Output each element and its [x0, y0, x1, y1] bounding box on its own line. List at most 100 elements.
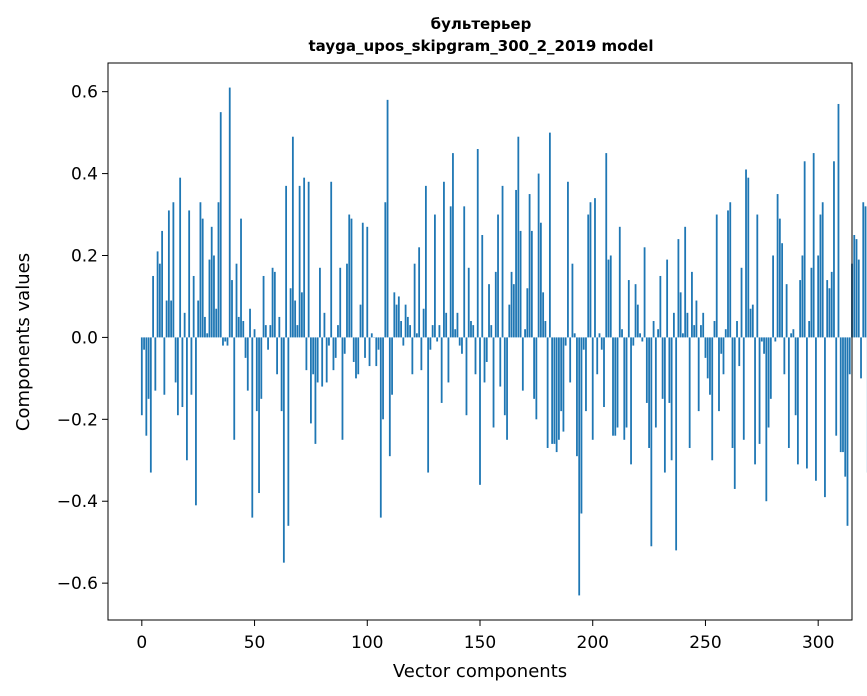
bar-132 — [438, 325, 441, 338]
bar-0 — [140, 337, 143, 416]
bar-185 — [558, 337, 560, 440]
bar-194 — [578, 337, 581, 596]
bar-116 — [402, 337, 405, 346]
bar-42 — [235, 263, 238, 338]
bar-13 — [170, 300, 173, 338]
bar-8 — [158, 263, 161, 338]
bar-55 — [264, 325, 267, 338]
bar-33 — [215, 308, 218, 338]
bar-221 — [639, 333, 641, 338]
bar-36 — [222, 337, 224, 346]
bar-192 — [573, 333, 576, 338]
bar-3 — [147, 337, 150, 399]
y-tick-label: −0.2 — [57, 410, 98, 430]
bar-300 — [817, 255, 820, 338]
bar-289 — [792, 329, 795, 338]
bar-117 — [404, 304, 407, 338]
bar-273 — [756, 214, 759, 338]
bar-264 — [736, 321, 738, 338]
bar-12 — [167, 210, 170, 338]
bar-167 — [517, 136, 520, 338]
bar-219 — [634, 284, 637, 338]
bar-276 — [763, 337, 765, 354]
bar-82 — [325, 337, 328, 383]
bar-187 — [562, 337, 565, 432]
bar-182 — [551, 337, 554, 444]
bar-262 — [731, 337, 734, 448]
bar-120 — [411, 337, 414, 375]
bar-19 — [183, 312, 186, 338]
bar-255 — [715, 214, 718, 338]
bar-202 — [596, 337, 599, 375]
bar-183 — [553, 337, 556, 444]
bar-149 — [476, 149, 479, 338]
bar-65 — [287, 337, 290, 526]
bar-251 — [706, 337, 709, 379]
bar-21 — [188, 210, 191, 338]
bar-140 — [456, 312, 459, 338]
bar-83 — [328, 337, 330, 346]
bar-321 — [864, 206, 867, 338]
bar-81 — [323, 312, 326, 338]
bar-88 — [339, 267, 342, 338]
bar-64 — [285, 185, 288, 338]
bar-299 — [815, 337, 817, 481]
bar-145 — [467, 267, 470, 338]
bar-193 — [576, 337, 578, 457]
bar-284 — [781, 243, 784, 338]
bar-217 — [630, 337, 632, 465]
bar-257 — [720, 337, 723, 354]
bar-171 — [526, 288, 529, 338]
y-axis-label: Components values — [13, 253, 34, 431]
bar-49 — [251, 337, 254, 518]
x-tick-label: 300 — [802, 633, 834, 653]
bar-250 — [704, 337, 707, 358]
bar-318 — [857, 259, 860, 338]
bar-204 — [600, 337, 603, 350]
bar-306 — [830, 271, 833, 338]
bar-84 — [330, 181, 333, 338]
bar-285 — [783, 337, 786, 375]
bar-290 — [794, 337, 797, 416]
bar-175 — [535, 337, 538, 420]
bar-5 — [152, 275, 154, 338]
x-tick-label: 100 — [351, 633, 383, 653]
bar-17 — [179, 177, 182, 338]
x-tick-label: 50 — [244, 633, 266, 653]
y-tick-label: −0.6 — [57, 574, 98, 594]
bar-101 — [368, 337, 371, 367]
bar-119 — [409, 325, 412, 338]
bar-41 — [233, 337, 236, 440]
bar-31 — [210, 226, 213, 338]
x-axis-label: Vector components — [393, 661, 567, 682]
bar-294 — [803, 161, 806, 338]
bar-100 — [366, 226, 369, 338]
bar-113 — [395, 304, 398, 338]
bar-9 — [161, 230, 164, 338]
bar-44 — [240, 218, 242, 338]
bar-241 — [684, 226, 687, 338]
bar-24 — [195, 337, 197, 506]
bar-129 — [431, 325, 434, 338]
bar-108 — [384, 202, 387, 338]
bar-246 — [695, 300, 698, 338]
bar-166 — [515, 189, 517, 338]
bar-133 — [440, 337, 443, 403]
bar-66 — [289, 288, 292, 338]
bar-46 — [244, 337, 247, 358]
bar-267 — [742, 337, 745, 440]
y-axis-ticks: −0.6 −0.4 −0.2 0.0 0.2 0.4 0.6 — [57, 83, 108, 594]
bar-89 — [341, 337, 344, 440]
bar-152 — [483, 337, 486, 383]
bar-320 — [862, 202, 865, 338]
y-tick-label: 0.6 — [71, 83, 98, 103]
bar-128 — [429, 337, 432, 350]
bar-45 — [242, 321, 245, 338]
bar-123 — [418, 247, 421, 338]
bar-307 — [833, 161, 835, 338]
bar-203 — [598, 333, 601, 338]
bar-206 — [605, 153, 608, 338]
bar-111 — [391, 337, 393, 395]
chart-subtitle: tayga_upos_skipgram_300_2_2019 model — [309, 37, 654, 55]
